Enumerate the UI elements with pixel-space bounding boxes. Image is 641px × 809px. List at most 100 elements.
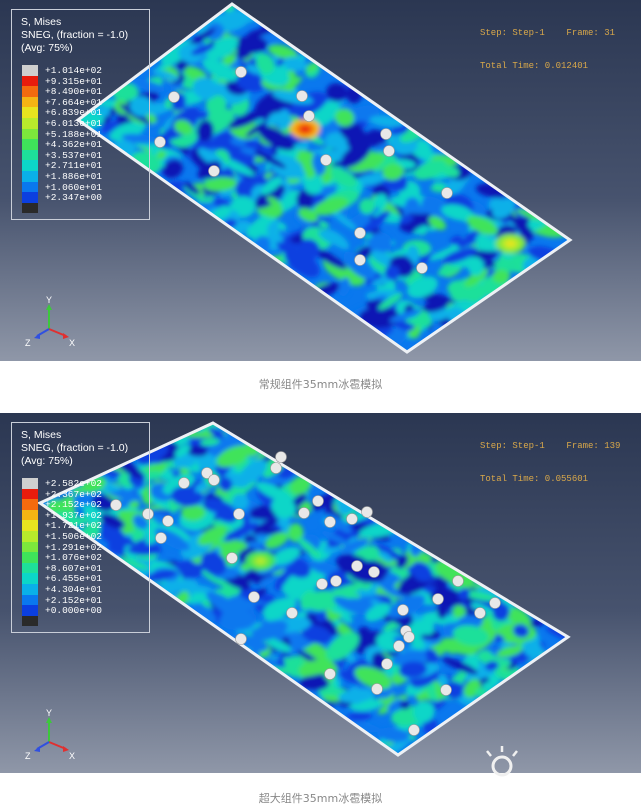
- hailstone[interactable]: [368, 566, 380, 578]
- hailstone[interactable]: [381, 658, 393, 670]
- hailstone[interactable]: [154, 136, 166, 148]
- contour-patch: [305, 63, 319, 72]
- hailstone[interactable]: [226, 552, 238, 564]
- hailstone[interactable]: [316, 578, 328, 590]
- hailstone[interactable]: [354, 254, 366, 266]
- contour-patch: [202, 569, 237, 589]
- hailstone[interactable]: [380, 128, 392, 140]
- contour-patch: [298, 207, 318, 223]
- hailstone[interactable]: [408, 724, 420, 736]
- contour-patch: [213, 205, 232, 219]
- contour-patch: [345, 654, 356, 663]
- hailstone[interactable]: [275, 451, 287, 463]
- contour-patch: [391, 248, 409, 257]
- contour-patch: [496, 645, 523, 658]
- legend-value: +0.000e+00: [45, 605, 103, 617]
- contour-patch: [340, 141, 372, 168]
- plate-frame: [75, 2, 573, 354]
- contour-patch: [324, 229, 350, 250]
- legend-swatch: [22, 170, 38, 182]
- hailstone[interactable]: [168, 91, 180, 103]
- legend-value: +1.291e+02: [45, 541, 103, 553]
- hailstone[interactable]: [441, 187, 453, 199]
- hailstone[interactable]: [201, 467, 213, 479]
- hailstone[interactable]: [324, 668, 336, 680]
- hailstone[interactable]: [320, 154, 332, 166]
- contour-patch: [162, 159, 183, 179]
- hailstone[interactable]: [324, 516, 336, 528]
- hailstone[interactable]: [208, 474, 220, 486]
- contour-patch: [429, 245, 462, 261]
- contour-patch: [378, 551, 393, 563]
- hailstone[interactable]: [403, 631, 415, 643]
- hailstone[interactable]: [233, 508, 245, 520]
- hailstone[interactable]: [397, 604, 409, 616]
- hailstone[interactable]: [432, 593, 444, 605]
- hailstone[interactable]: [489, 597, 501, 609]
- contour-patch: [205, 95, 227, 115]
- hailstone[interactable]: [371, 683, 383, 695]
- contour-patch: [257, 125, 295, 151]
- contour-patch: [292, 214, 313, 229]
- legend-value: +2.711e+01: [45, 160, 103, 172]
- stress-contour-plate[interactable]: [0, 0, 641, 361]
- contour-patch: [360, 210, 391, 236]
- contour-patch: [461, 590, 498, 602]
- hailstone[interactable]: [248, 591, 260, 603]
- legend-variable: S, Mises: [21, 16, 62, 28]
- contour-patch: [413, 225, 429, 235]
- hailstone[interactable]: [270, 462, 282, 474]
- contour-patch: [276, 241, 297, 258]
- contour-patch: [298, 675, 330, 691]
- stress-legend: S, Mises SNEG, (fraction = -1.0) (Avg: 7…: [11, 422, 150, 633]
- hailstone[interactable]: [298, 507, 310, 519]
- hailstone[interactable]: [296, 90, 308, 102]
- legend-swatch: [22, 541, 38, 553]
- hailstone[interactable]: [110, 499, 122, 511]
- legend-value: +3.537e+01: [45, 149, 103, 161]
- contour-patch: [372, 193, 388, 212]
- contour-patch: [246, 212, 277, 238]
- contour-patch: [466, 215, 498, 236]
- contour-patch: [399, 700, 410, 710]
- contour-patch: [170, 486, 204, 507]
- hailstone[interactable]: [416, 262, 428, 274]
- hailstone[interactable]: [303, 110, 315, 122]
- hailstone[interactable]: [351, 560, 363, 572]
- hailstone[interactable]: [312, 495, 324, 507]
- contour-patch: [320, 530, 349, 545]
- hailstone[interactable]: [361, 506, 373, 518]
- legend-swatch: [22, 149, 38, 161]
- contour-patch: [240, 147, 261, 156]
- contour-patch: [389, 309, 423, 323]
- figure-caption: 超大组件35mm冰雹模拟: [258, 792, 383, 805]
- legend-swatch: [22, 202, 38, 214]
- hailstone[interactable]: [440, 684, 452, 696]
- hailstone[interactable]: [474, 607, 486, 619]
- contour-patch: [184, 181, 200, 195]
- hailstone[interactable]: [208, 165, 220, 177]
- stress-contour-plate[interactable]: [0, 413, 641, 773]
- hailstone[interactable]: [346, 513, 358, 525]
- hailstone[interactable]: [354, 227, 366, 239]
- hailstone[interactable]: [383, 145, 395, 157]
- contour-patch: [422, 298, 450, 313]
- viewport-oversized-module[interactable]: S, Mises SNEG, (fraction = -1.0) (Avg: 7…: [0, 413, 641, 773]
- hailstone[interactable]: [235, 66, 247, 78]
- contour-patch: [174, 444, 191, 458]
- viewport-conventional-module[interactable]: S, Mises SNEG, (fraction = -1.0) (Avg: 7…: [0, 0, 641, 361]
- contour-patch: [414, 159, 447, 180]
- contour-patch: [358, 306, 401, 329]
- hailstone[interactable]: [330, 575, 342, 587]
- legend-value: +5.188e+01: [45, 128, 103, 140]
- hailstone[interactable]: [178, 477, 190, 489]
- hailstone[interactable]: [452, 575, 464, 587]
- hailstone[interactable]: [142, 508, 154, 520]
- hailstone[interactable]: [393, 640, 405, 652]
- hailstone[interactable]: [286, 607, 298, 619]
- hailstone[interactable]: [162, 515, 174, 527]
- contour-patch: [223, 522, 259, 542]
- hailstone[interactable]: [235, 633, 247, 645]
- hailstone[interactable]: [155, 532, 167, 544]
- contour-patch: [200, 438, 220, 446]
